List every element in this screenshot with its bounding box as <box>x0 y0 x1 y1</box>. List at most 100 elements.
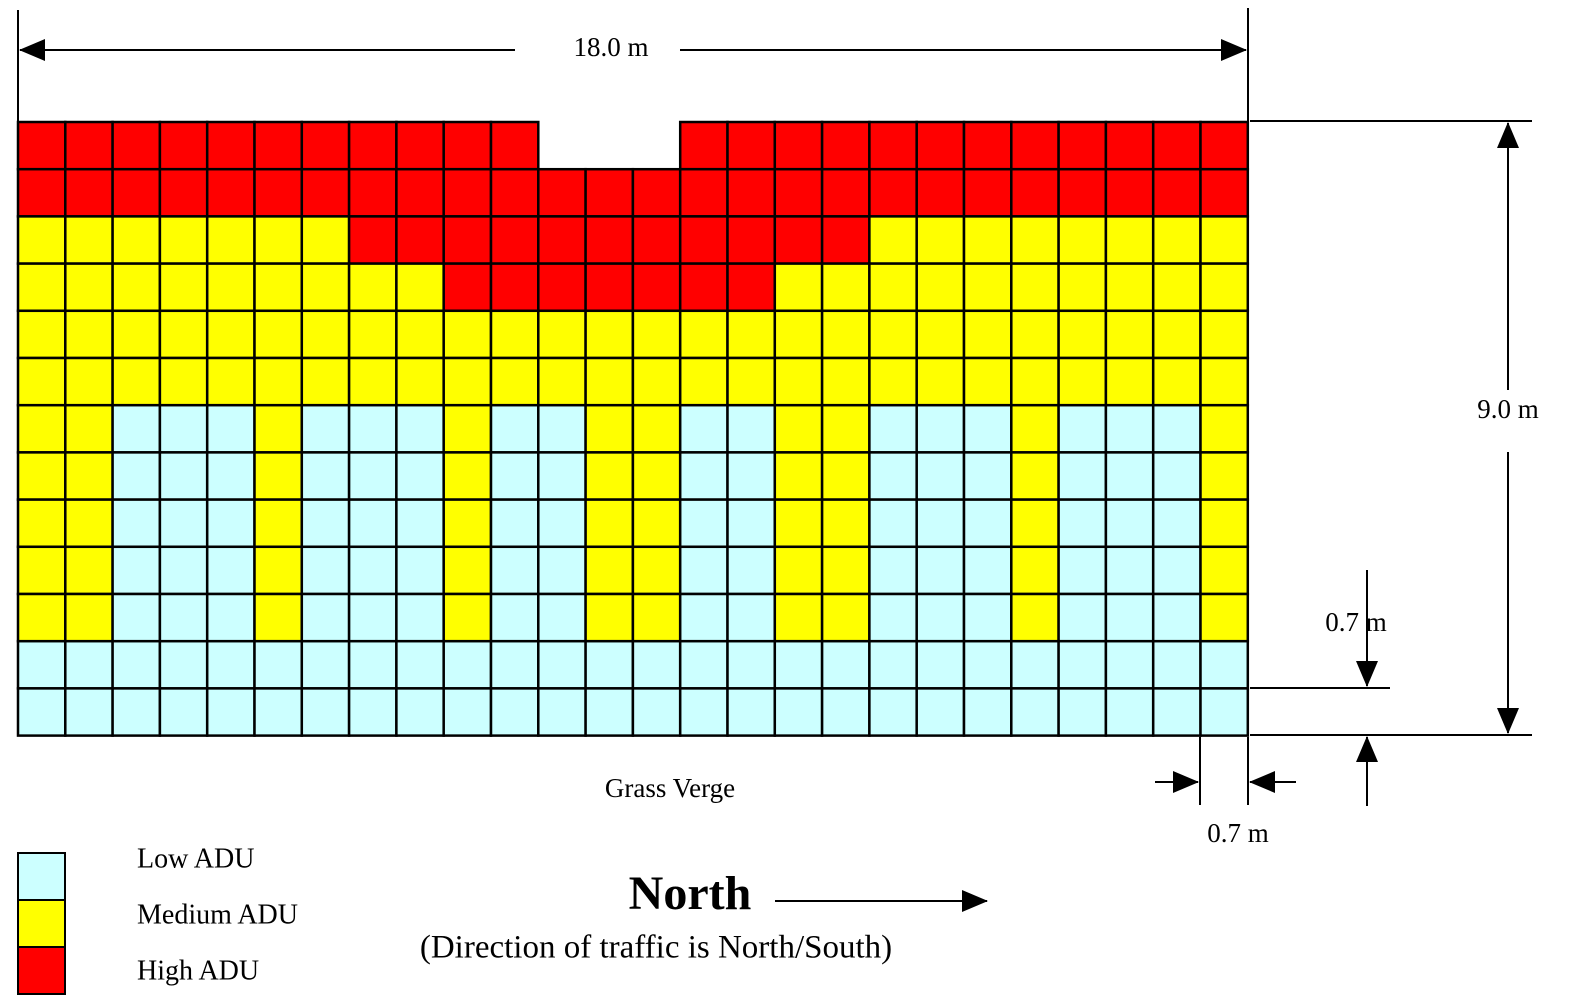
grid-cell-low <box>915 687 966 737</box>
width-label: 18.0 m <box>573 32 648 62</box>
grid-cell-medium <box>1010 262 1060 313</box>
grid-cell-low <box>1151 687 1202 737</box>
grid-cell-low <box>489 687 540 737</box>
grid-cell-low <box>1199 639 1250 690</box>
grid-cell-medium <box>64 356 114 407</box>
grid-cell-low <box>253 639 304 690</box>
grid-cell-high <box>537 262 587 313</box>
grid-cell-low <box>726 403 777 454</box>
grid-cell-medium <box>1010 592 1060 643</box>
grid-cell-medium <box>16 215 67 265</box>
grid-cell-medium <box>584 356 635 407</box>
grid-cell-low <box>347 498 398 549</box>
grid-cell-low <box>537 592 587 643</box>
grid-cell-low <box>395 545 445 596</box>
grid-cell-low <box>1104 498 1155 549</box>
grid-cell-medium <box>205 356 256 407</box>
grid-cell-medium <box>64 215 114 265</box>
grid-cell-medium <box>631 403 682 454</box>
grid-cell-high <box>726 120 777 171</box>
grid-cell-high <box>678 167 729 218</box>
grid-cell-medium <box>111 309 162 360</box>
grid-cell-medium <box>537 356 587 407</box>
grid-cell-high <box>442 167 493 218</box>
grid-cell-medium <box>584 403 635 454</box>
grid-cell-low <box>300 639 351 690</box>
grid-cell-medium <box>347 309 398 360</box>
cell-width-dimension: 0.7 m <box>1155 737 1296 848</box>
grid-cell-low <box>1010 639 1060 690</box>
grid-cell-low <box>915 403 966 454</box>
grid-cell-low <box>205 639 256 690</box>
grid-cell-medium <box>16 403 67 454</box>
grid-cell-low <box>395 592 445 643</box>
grid-cell-medium <box>64 262 114 313</box>
grid-cell-medium <box>253 451 304 501</box>
grid-cell-medium <box>1199 451 1250 501</box>
grid-cell-high <box>678 262 729 313</box>
grid-cell-low <box>678 498 729 549</box>
grid-cell-medium <box>962 215 1013 265</box>
grid-cell-medium <box>253 592 304 643</box>
grid-cell-high <box>347 167 398 218</box>
grid-cell-high <box>1057 167 1108 218</box>
grid-cell-low <box>300 592 351 643</box>
grid-cell-medium <box>300 215 351 265</box>
grid-cell-medium <box>253 356 304 407</box>
grid-cell-medium <box>395 309 445 360</box>
grid-cell-high <box>64 167 114 218</box>
grid-cell-high <box>1104 167 1155 218</box>
grid-cell-medium <box>1151 309 1202 360</box>
grid-cell-medium <box>347 262 398 313</box>
grid-cell-low <box>1104 687 1155 737</box>
grid-cell-medium <box>1199 498 1250 549</box>
grid-cell-low <box>678 545 729 596</box>
grid-cell-medium <box>773 356 824 407</box>
grid-cell-medium <box>442 356 493 407</box>
grid-cell-low <box>1010 687 1060 737</box>
grid-cell-medium <box>205 309 256 360</box>
grid-cell-low <box>395 498 445 549</box>
grid-cell-low <box>537 451 587 501</box>
grid-cell-high <box>489 167 540 218</box>
grid-cell-medium <box>1199 403 1250 454</box>
grid-cell-low <box>347 639 398 690</box>
grid-cell-low <box>489 403 540 454</box>
grid-cell-low <box>868 403 918 454</box>
grid-cell-low <box>158 592 209 643</box>
grid-cell-high <box>489 120 540 171</box>
grid-cell-low <box>205 451 256 501</box>
grid-cell-medium <box>442 545 493 596</box>
grid-cell-medium <box>205 262 256 313</box>
grid-cell-low <box>442 687 493 737</box>
grid-cell-high <box>253 167 304 218</box>
grid-cell-low <box>442 639 493 690</box>
grid-cell-medium <box>820 356 871 407</box>
grid-cell-medium <box>64 592 114 643</box>
grid-cell-low <box>1151 545 1202 596</box>
grid-cell-high <box>1010 167 1060 218</box>
grid-cell-medium <box>820 545 871 596</box>
grid-cell-medium <box>1057 356 1108 407</box>
grid-cell-high <box>773 167 824 218</box>
grid-cell-medium <box>395 262 445 313</box>
grid-cell-low <box>584 639 635 690</box>
grid-cell-low <box>347 451 398 501</box>
grid-cell-low <box>300 403 351 454</box>
grid-cell-medium <box>1199 215 1250 265</box>
grid-cell-low <box>347 545 398 596</box>
grid-cell-high <box>253 120 304 171</box>
grid-cell-low <box>820 687 871 737</box>
grid-cell-medium <box>1199 545 1250 596</box>
grid-cell-medium <box>1010 215 1060 265</box>
grid-cell-low <box>868 592 918 643</box>
legend: Low ADU Medium ADU High ADU <box>17 843 298 995</box>
grid-cell-low <box>773 639 824 690</box>
grid-cell-low <box>205 403 256 454</box>
grid-cell-high <box>395 215 445 265</box>
grid-cell-medium <box>584 309 635 360</box>
grid-cell-high <box>347 215 398 265</box>
grid-cell-high <box>537 215 587 265</box>
grid-cell-high <box>584 167 635 218</box>
cell-width-label: 0.7 m <box>1207 818 1269 848</box>
